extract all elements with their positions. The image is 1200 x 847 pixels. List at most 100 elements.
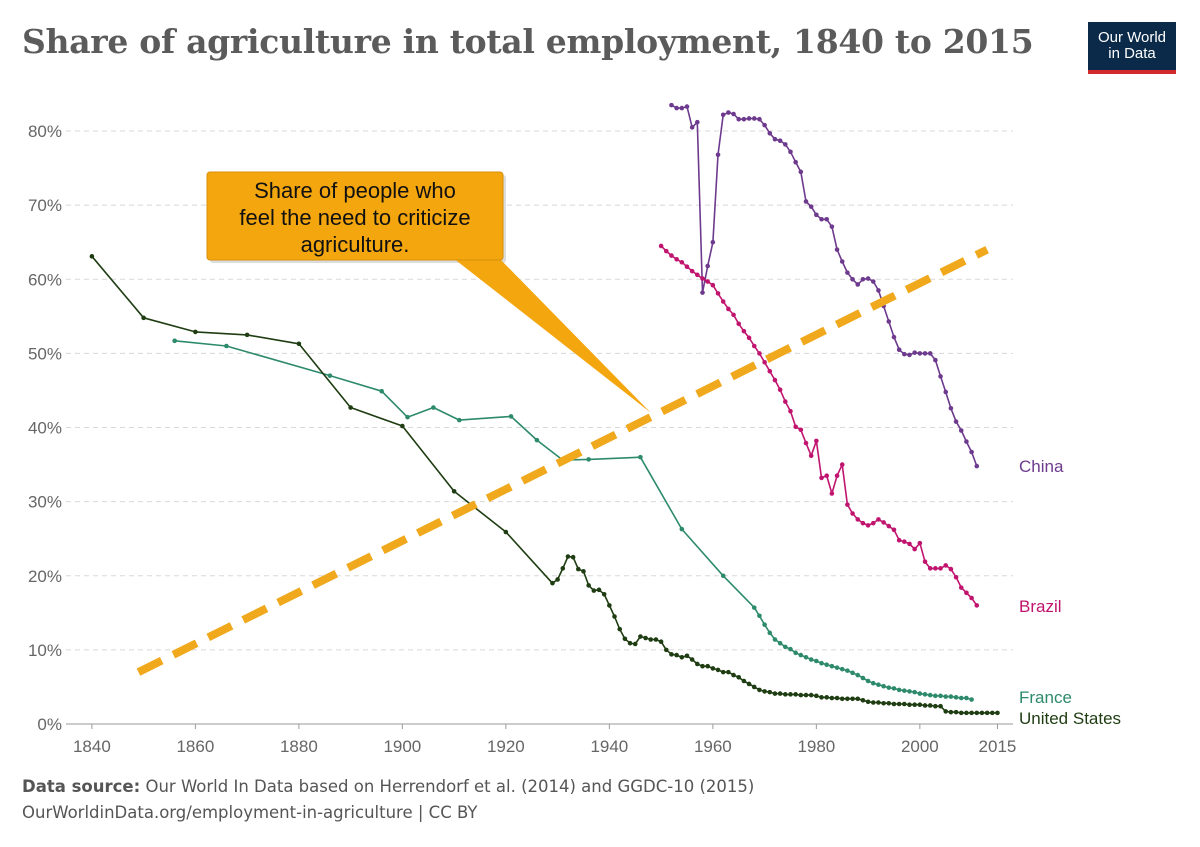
y-tick-label: 10% (28, 641, 62, 660)
data-point-brazil (964, 590, 969, 596)
series-label-france: France (1019, 688, 1072, 707)
data-point-brazil (814, 438, 819, 444)
data-point-china (715, 152, 721, 158)
data-source-text: Our World In Data based on Herrendorf et… (145, 777, 755, 796)
data-point-us (710, 666, 716, 671)
data-point-china (876, 288, 881, 293)
data-point-us (607, 603, 612, 608)
data-point-us (907, 702, 912, 708)
data-point-brazil (933, 566, 938, 571)
data-point-us (658, 639, 664, 645)
x-tick-label: 1940 (590, 737, 628, 756)
data-point-brazil (808, 453, 814, 458)
criticism-trend-line (136, 246, 989, 676)
data-point-brazil (695, 272, 700, 278)
data-point-france (876, 682, 881, 688)
data-point-france (948, 694, 954, 699)
data-point-us (943, 709, 949, 714)
data-point-france (907, 689, 912, 694)
data-point-us (938, 703, 943, 709)
data-point-brazil (746, 335, 752, 341)
data-point-us (814, 693, 819, 699)
data-point-brazil (912, 546, 917, 552)
data-point-brazil (689, 268, 695, 274)
data-point-china (793, 159, 798, 165)
data-point-china (788, 149, 793, 155)
data-point-us (731, 672, 736, 678)
data-point-us (617, 626, 623, 632)
data-point-us (715, 667, 721, 673)
y-tick-label: 0% (37, 715, 62, 734)
data-point-china (695, 119, 700, 125)
data-point-france (793, 650, 798, 656)
series-label-us: United States (1019, 709, 1121, 728)
data-point-brazil (896, 537, 902, 543)
data-point-france (819, 660, 824, 666)
data-point-brazil (902, 539, 907, 544)
data-point-us (803, 692, 809, 698)
data-point-france (762, 622, 767, 627)
series-lines (89, 102, 1000, 716)
data-source-line: Data source: Our World In Data based on … (22, 777, 754, 796)
data-point-brazil (731, 312, 736, 318)
data-point-us (927, 703, 933, 708)
callout-text-line: Share of people who (254, 178, 456, 203)
data-point-us (576, 566, 581, 572)
data-point-china (902, 351, 907, 357)
series-label-china: China (1019, 457, 1064, 476)
data-point-us (772, 691, 778, 696)
data-point-china (969, 449, 974, 455)
data-point-brazil (762, 360, 767, 365)
data-point-brazil (974, 603, 980, 608)
data-point-brazil (777, 387, 783, 393)
data-point-france (638, 454, 643, 460)
y-tick-label: 50% (28, 344, 62, 363)
data-point-china (927, 351, 933, 356)
data-point-china (943, 389, 949, 395)
data-point-us (193, 329, 198, 335)
data-point-brazil (736, 321, 742, 327)
data-point-brazil (819, 475, 824, 481)
data-point-china (674, 105, 679, 111)
data-point-brazil (793, 424, 798, 430)
data-point-france (891, 686, 897, 691)
data-point-china (741, 116, 747, 122)
series-china (669, 102, 980, 469)
data-point-china (777, 138, 783, 143)
data-source-label: Data source: (22, 777, 141, 796)
data-point-china (700, 290, 705, 295)
data-point-us (845, 696, 850, 702)
data-point-us (974, 710, 980, 716)
data-point-brazil (850, 511, 855, 516)
data-point-france (969, 697, 974, 702)
data-point-brazil (783, 399, 788, 404)
data-point-us (979, 710, 985, 716)
data-point-france (379, 388, 384, 394)
series-label-brazil: Brazil (1019, 597, 1062, 616)
data-point-brazil (824, 473, 830, 479)
data-point-china (917, 351, 923, 356)
data-point-france (772, 637, 778, 642)
source-url[interactable]: OurWorldinData.org/employment-in-agricul… (22, 803, 478, 822)
y-tick-label: 60% (28, 270, 62, 289)
data-point-france (534, 437, 540, 443)
data-point-china (814, 212, 819, 218)
data-point-china (726, 110, 731, 115)
data-point-brazil (839, 462, 845, 467)
data-point-us (720, 669, 726, 675)
data-point-us (783, 692, 788, 697)
data-point-us (839, 696, 845, 702)
data-point-us (902, 701, 907, 707)
data-point-france (870, 680, 876, 686)
x-tick-label: 1900 (383, 737, 421, 756)
owid-logo[interactable]: Our World in Data (1088, 22, 1176, 74)
data-point-brazil (860, 520, 866, 526)
data-point-france (814, 658, 819, 664)
data-point-us (695, 661, 700, 667)
data-point-france (172, 338, 177, 344)
data-point-france (850, 670, 855, 676)
data-point-france (808, 657, 814, 662)
data-point-china (746, 116, 752, 121)
x-tick-label: 1880 (280, 737, 318, 756)
series-brazil (658, 243, 980, 608)
